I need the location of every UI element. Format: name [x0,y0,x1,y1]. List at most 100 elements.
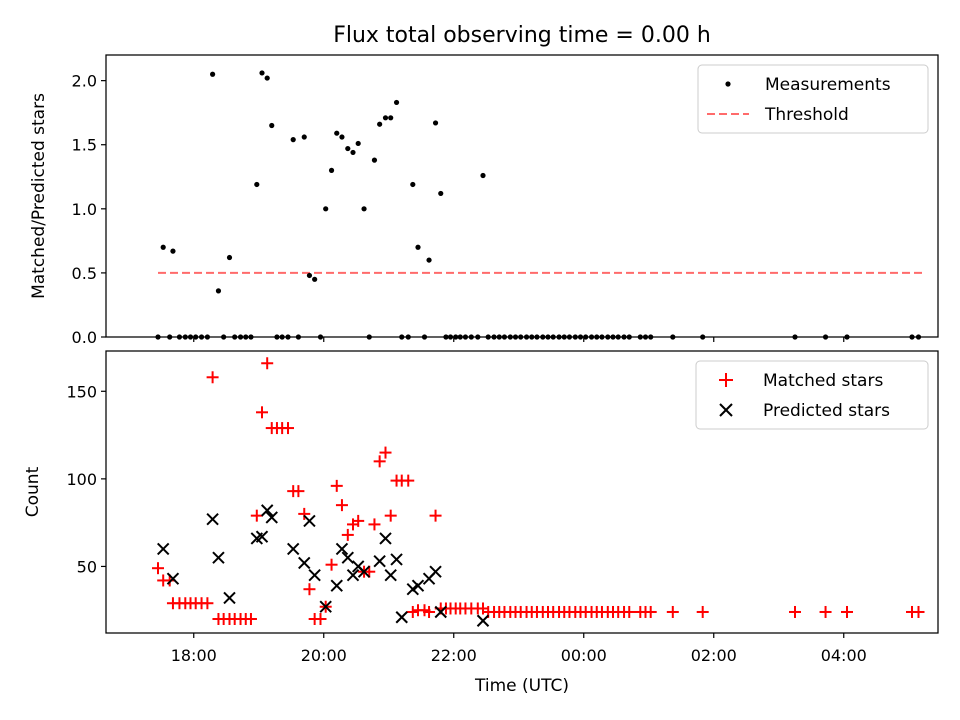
top-axes-frame [105,54,939,338]
measurement-point [432,120,439,126]
measurement-point [393,99,400,106]
measurement-point [480,172,486,179]
matched-star-point [282,422,294,435]
predicted-star-point [206,512,219,526]
bottom-x-axis-label: Time (UTC) [474,676,569,696]
measurement-point [259,70,265,76]
matched-star-point [423,605,436,618]
measurement-point [301,134,307,140]
bottom-plot-area [152,357,925,627]
predicted-star-point [303,514,316,528]
top-y-tick-label: 1.0 [72,200,97,219]
measurement-point [350,149,356,156]
matched-star-point [623,605,636,618]
top-y-tick-label: 0.0 [72,328,97,347]
predicted-star-point [379,532,392,545]
predicted-star-point [373,554,386,568]
top-legend[interactable]: Measurements Threshold [697,64,929,134]
bottom-legend[interactable]: Matched stars Predicted stars [695,360,929,430]
matched-star-point [303,583,316,596]
matched-star-point [244,612,257,625]
matched-star-point [330,479,343,492]
predicted-star-point [212,551,225,564]
measurement-point [345,145,351,152]
predicted-star-point [476,614,490,627]
predicted-star-point [286,542,300,556]
measurement-point [382,115,389,121]
top-x-ticks [193,337,845,342]
bottom-x-tick-label: 02:00 [691,646,737,665]
predicted-star-point [166,572,180,585]
predicted-star-point [265,511,278,524]
top-panel: 0.00.51.01.52.0 Matched/Predicted stars … [29,54,939,347]
predicted-star-point [319,600,332,613]
chart-title: Flux total observing time = 0.00 h [333,23,711,48]
bottom-x-tick-label: 22:00 [431,646,477,665]
measurement-point [290,137,296,143]
bottom-x-tick-label: 20:00 [301,646,347,665]
predicted-star-point [341,551,355,564]
legend-measurements-marker [725,81,731,87]
measurement-point [328,167,335,173]
measurement-point [323,206,329,212]
predicted-star-point [346,568,360,582]
measurement-point [210,71,216,77]
matched-star-point [256,406,268,419]
matched-star-point [325,558,338,571]
measurement-point [269,122,275,129]
measurement-point [371,157,378,163]
legend-matched-label: Matched stars [763,371,883,391]
matched-star-point [261,357,274,370]
matched-star-point [341,528,354,541]
matched-star-point [666,605,679,618]
measurement-point [215,288,222,294]
matched-star-point [789,605,801,618]
predicted-star-point [429,565,442,578]
measurement-point [160,244,166,250]
predicted-star-point [335,542,349,556]
measurement-point [426,257,432,263]
measurement-point [377,121,383,127]
measurement-point [334,130,340,136]
top-y-axis-label: Matched/Predicted stars [29,93,49,299]
measurement-point [355,140,361,147]
top-y-tick-label: 2.0 [72,72,97,91]
matched-star-point [379,446,392,459]
predicted-star-point [298,556,311,570]
predicted-star-point [390,553,403,566]
bottom-y-tick-label: 150 [66,382,97,401]
matched-star-point [819,605,832,618]
legend-matched-marker [719,373,733,387]
matched-star-point [912,605,925,618]
measurement-point [170,248,176,254]
bottom-x-tick-label: 18:00 [171,646,217,665]
measurement-point [438,190,444,197]
matched-star-point [373,455,386,468]
measurement-point [254,181,260,188]
matched-star-point [368,518,381,531]
measurement-point [339,134,345,140]
bottom-y-tick-label: 100 [66,470,97,489]
matched-star-point [152,562,164,575]
matched-star-point [206,371,219,384]
matched-star-point [841,605,853,618]
matched-star-point [298,507,311,520]
measurement-point [306,272,313,279]
bottom-x-ticks: 18:00 20:00 22:00 00:00 02:00 04:00 [171,633,867,665]
legend-threshold-label: Threshold [764,105,849,125]
matched-star-point [250,509,263,522]
legend-predicted-marker [719,403,733,417]
measurement-point [388,115,394,121]
predicted-star-point [255,530,269,543]
bottom-legend-box [695,360,929,430]
matched-star-point [292,485,305,498]
legend-predicted-label: Predicted stars [763,401,890,421]
measurement-point [410,181,416,188]
matched-star-point [696,605,709,618]
legend-measurements-label: Measurements [765,75,891,95]
measurement-point [415,244,421,250]
predicted-star-point [395,611,408,624]
predicted-star-point [357,565,371,578]
matched-star-point [644,605,657,618]
